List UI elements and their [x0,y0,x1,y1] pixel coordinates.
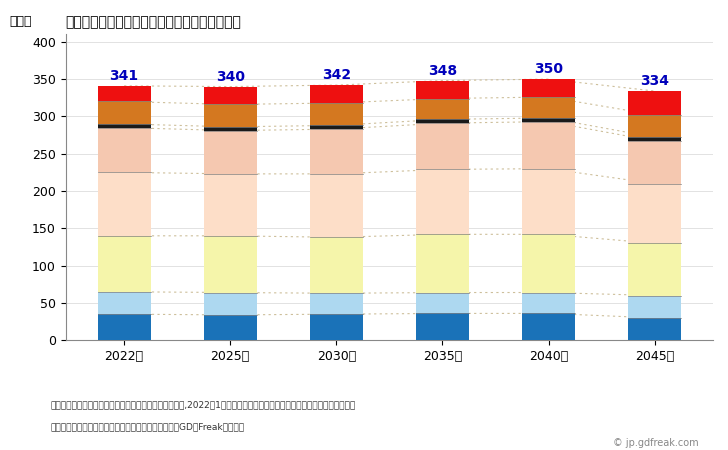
Text: 348: 348 [428,63,457,77]
Bar [416,292,469,313]
Text: 334: 334 [640,74,669,88]
Text: 要介護度別平均認定率を当域内人口構成に当てはめてGD　Freakが算出。: 要介護度別平均認定率を当域内人口構成に当てはめてGD Freakが算出。 [51,423,245,432]
Bar [628,296,681,318]
Text: 342: 342 [322,68,351,82]
Bar [310,129,363,174]
Text: 出所：実績値は「介護事業状況報告月報」（厚生労働省,2022年1月）。推計値は「全国又は都道府県の男女・年齢階層別: 出所：実績値は「介護事業状況報告月報」（厚生労働省,2022年1月）。推計値は「… [51,400,356,409]
Text: 340: 340 [215,70,245,84]
Bar [522,97,575,118]
Bar [628,141,681,184]
Bar [204,315,257,340]
Bar [98,292,151,314]
Bar [416,99,469,119]
Text: © jp.gdfreak.com: © jp.gdfreak.com [613,437,699,447]
Bar [522,79,575,97]
Bar [628,137,681,141]
Bar [628,91,681,115]
Bar [416,313,469,340]
Bar [204,104,257,127]
Bar [416,81,469,99]
Bar [310,103,363,126]
Bar [98,314,151,340]
Bar [98,124,151,128]
Bar [522,234,575,292]
Bar [522,292,575,313]
Bar [204,86,257,104]
Bar [310,237,363,293]
Bar [522,169,575,234]
Bar [628,318,681,340]
Text: 341: 341 [109,69,138,83]
Bar [310,314,363,340]
Bar [98,236,151,292]
Bar [522,122,575,169]
Y-axis label: ［人］: ［人］ [9,15,32,28]
Bar [416,234,469,292]
Text: 350: 350 [534,62,563,76]
Bar [204,130,257,174]
Bar [416,123,469,169]
Bar [416,169,469,234]
Bar [204,127,257,130]
Bar [204,236,257,292]
Bar [522,313,575,340]
Bar [310,293,363,314]
Bar [628,184,681,243]
Bar [98,86,151,102]
Bar [98,128,151,172]
Bar [310,174,363,237]
Bar [522,118,575,122]
Bar [628,115,681,137]
Bar [204,174,257,236]
Bar [98,102,151,124]
Text: 中富良野町の要介護（要支援）者数の将来推計: 中富良野町の要介護（要支援）者数の将来推計 [66,15,242,29]
Bar [204,292,257,315]
Bar [416,119,469,123]
Bar [310,85,363,103]
Bar [98,172,151,236]
Bar [628,243,681,296]
Bar [310,126,363,129]
